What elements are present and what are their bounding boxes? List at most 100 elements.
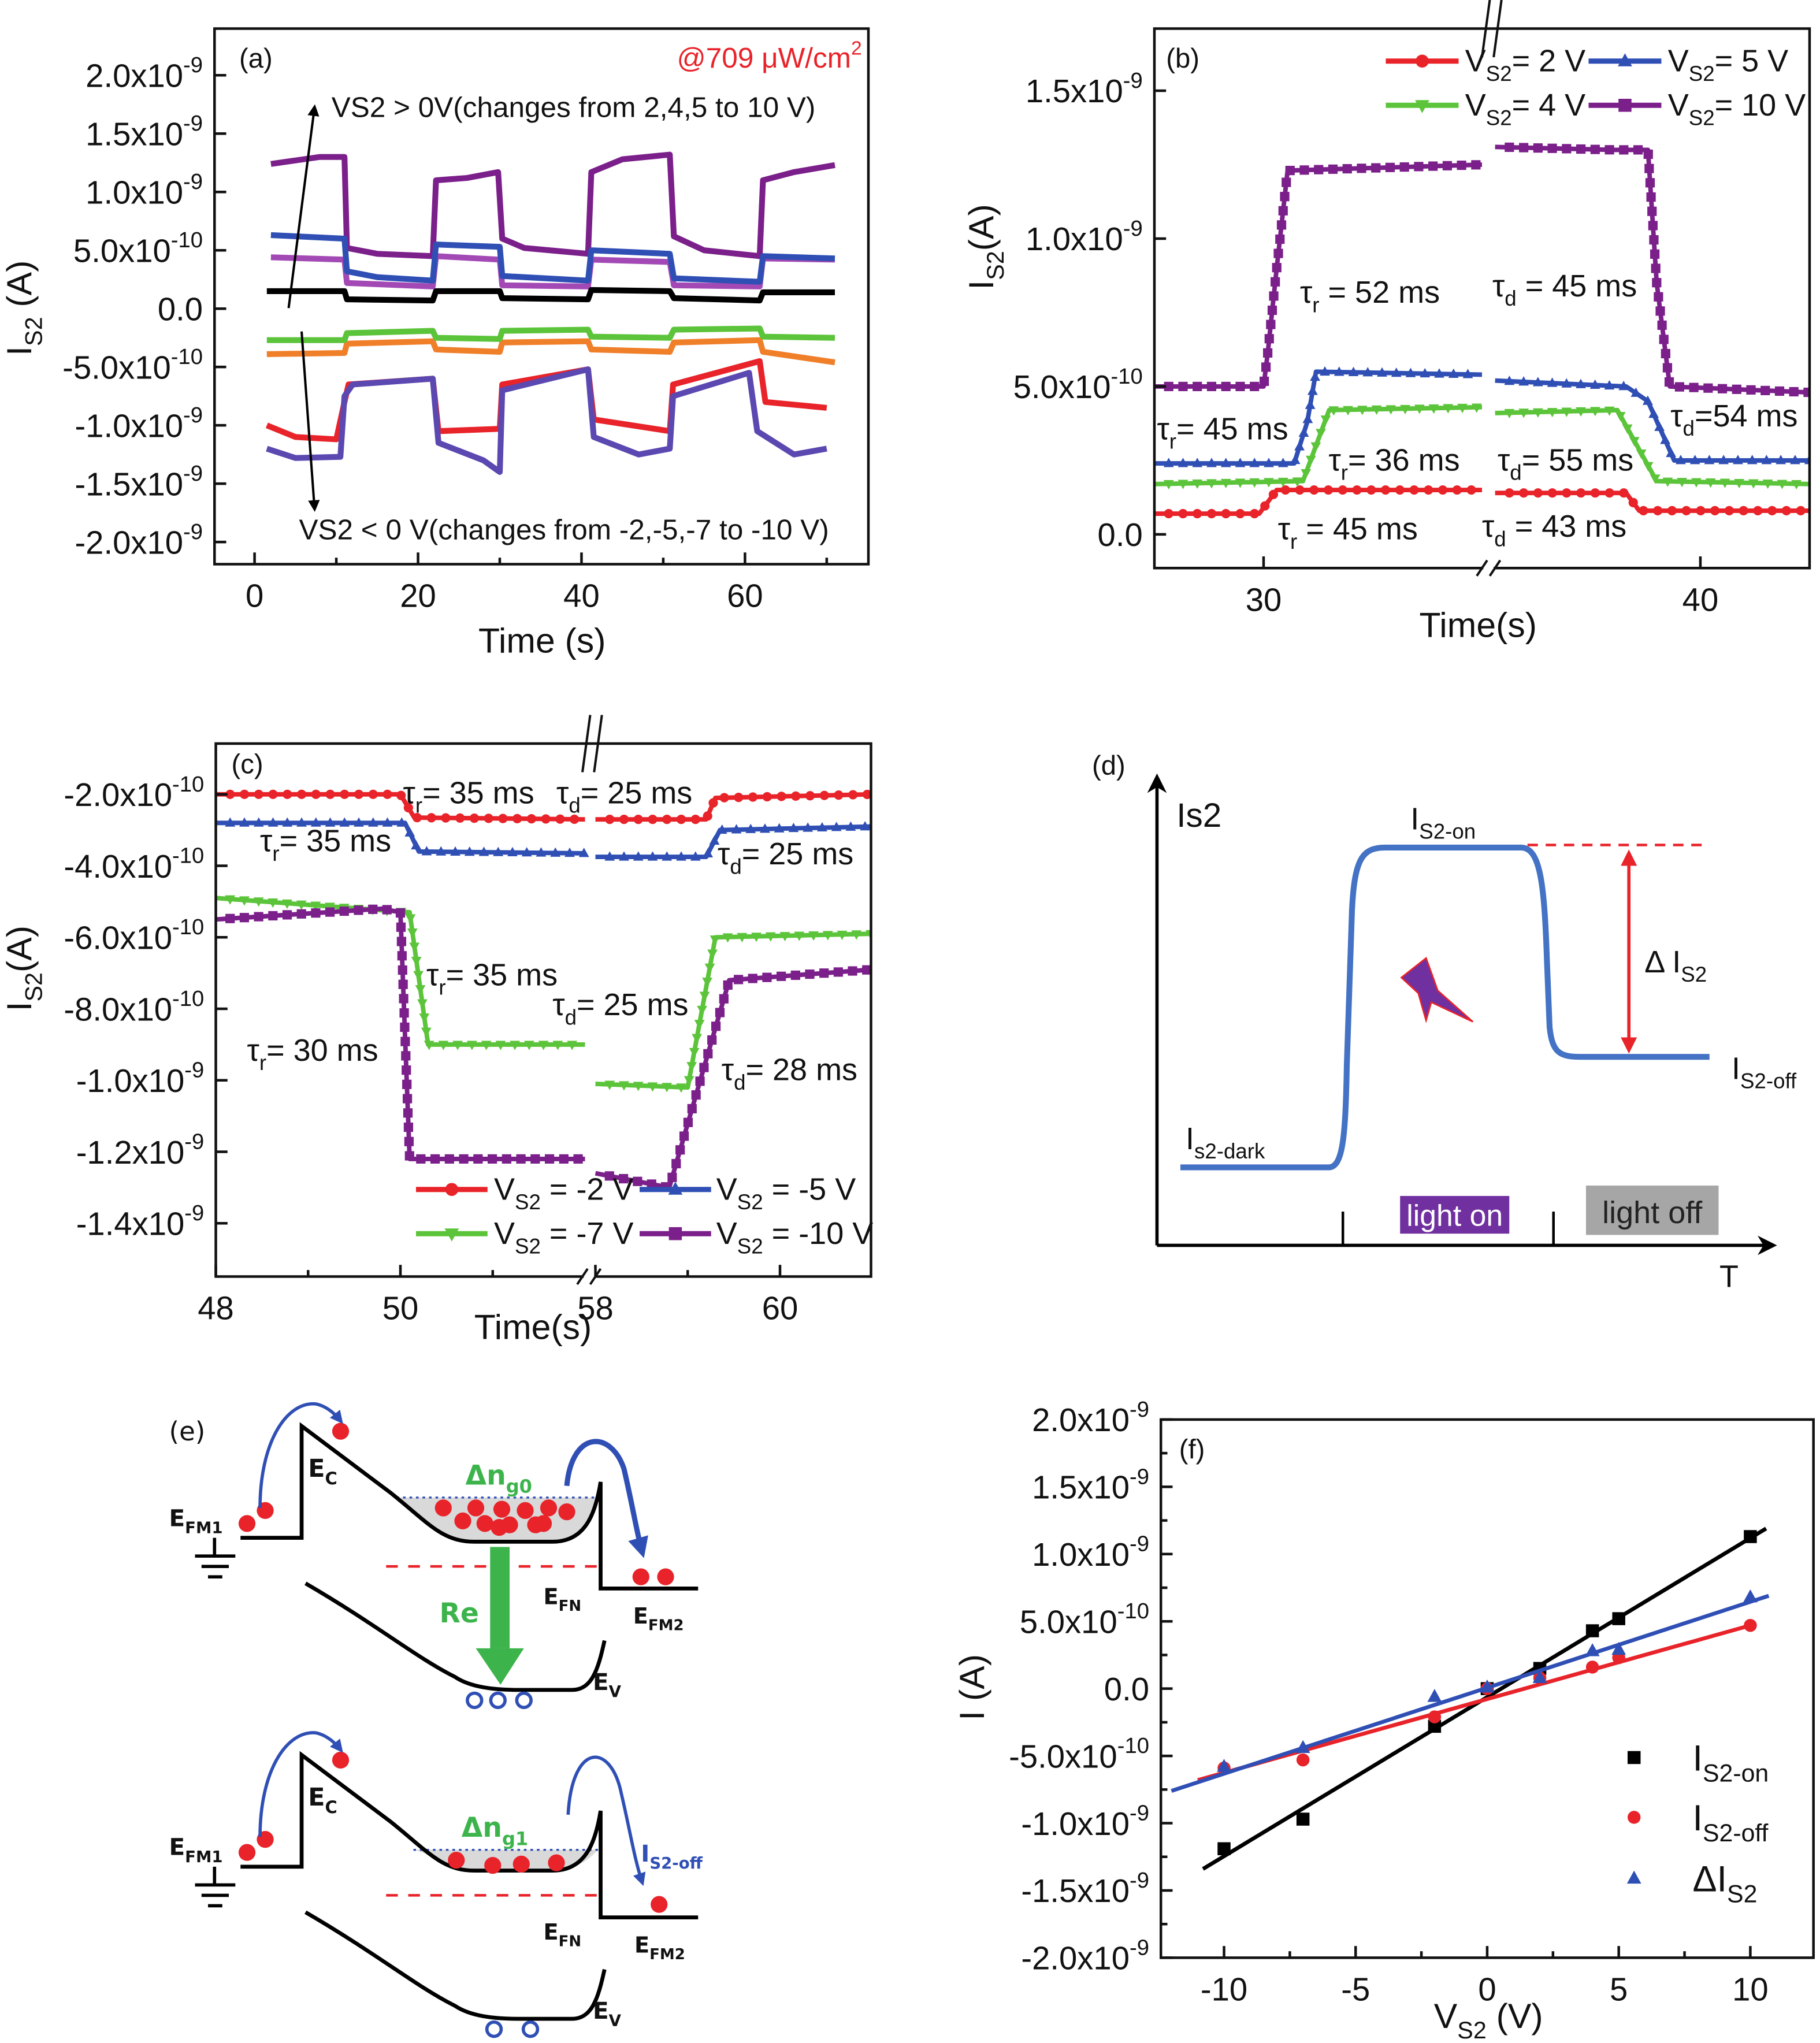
- series-marker: [604, 851, 615, 861]
- y-tick-label: 1.0x10-9: [86, 169, 203, 210]
- series-marker: [1380, 485, 1391, 495]
- label-part: E: [634, 1933, 649, 1958]
- label-part: d: [1683, 417, 1695, 440]
- series-marker: [507, 846, 518, 857]
- label-part: τ: [1157, 411, 1169, 446]
- series-marker: [719, 793, 729, 803]
- label-part: = 35 ms: [446, 957, 558, 992]
- label-part: 5.0x10: [1013, 369, 1111, 405]
- series-marker: [1371, 405, 1382, 415]
- label-part: -10: [172, 915, 204, 939]
- series-marker: [1504, 376, 1515, 385]
- label-part: (b): [1166, 43, 1199, 74]
- legend-label: VS2= 2 V: [1465, 44, 1585, 86]
- series-marker: [521, 847, 532, 857]
- series-marker: [524, 1041, 534, 1050]
- label-part: -9: [184, 1058, 204, 1083]
- series-marker: [1776, 455, 1786, 465]
- series-marker: [605, 815, 615, 824]
- series-marker: [1434, 368, 1444, 378]
- series-marker: [1547, 488, 1557, 498]
- label-part: = 30 ms: [266, 1033, 378, 1068]
- label-part: -9: [1130, 1800, 1149, 1825]
- data-point: [1427, 1689, 1442, 1702]
- series-line: [270, 151, 835, 259]
- series-marker: [1457, 160, 1466, 170]
- series-marker: [822, 931, 833, 941]
- series-marker: [1424, 485, 1433, 495]
- efm2-label: EFM2: [633, 1604, 684, 1634]
- series-marker: [354, 817, 364, 827]
- conduction-band: [240, 1422, 699, 1591]
- x-tick-label: 10: [1732, 1971, 1769, 2008]
- label-part: -9: [1123, 216, 1143, 241]
- label-part: T: [1719, 1259, 1739, 1294]
- series-marker: [398, 979, 408, 989]
- series-marker: [1739, 506, 1748, 516]
- label-part: d: [734, 1071, 745, 1094]
- series-marker: [1338, 485, 1347, 495]
- series-marker: [444, 1154, 454, 1164]
- fit-line: [1197, 1623, 1751, 1782]
- series-marker: [1629, 437, 1640, 447]
- label-part: τ: [247, 1033, 259, 1068]
- series-marker: [848, 790, 858, 800]
- series-marker: [403, 1108, 413, 1118]
- series-marker: [1696, 506, 1706, 516]
- label-part: V: [1668, 88, 1689, 122]
- series-marker: [676, 815, 686, 824]
- series-marker: [1533, 488, 1543, 498]
- label-part: (c): [232, 749, 263, 780]
- series-marker: [1328, 164, 1338, 174]
- series-marker: [1193, 508, 1202, 519]
- label-part: r: [1290, 530, 1297, 554]
- delta-ng1-label: Δng1: [462, 1812, 529, 1849]
- label-part: S2: [1727, 1881, 1757, 1908]
- series-marker: [1250, 508, 1260, 519]
- data-point: [1217, 1759, 1231, 1772]
- series-marker: [1590, 488, 1600, 498]
- hole-circle: [515, 1691, 533, 1710]
- series-marker: [633, 1082, 644, 1091]
- legend-marker: [1618, 53, 1632, 66]
- annotation: τd = 43 ms: [1482, 509, 1626, 551]
- series-marker: [225, 789, 235, 799]
- series-marker: [1282, 177, 1291, 187]
- data-point: [1428, 1719, 1442, 1733]
- series-marker: [415, 985, 426, 995]
- series-2: [270, 232, 835, 285]
- series-marker: [340, 789, 350, 799]
- legend-item: ΔIS2: [1626, 1859, 1757, 1908]
- label-part: -9: [183, 461, 203, 486]
- series-marker: [1652, 278, 1662, 288]
- label-part: S2: [1457, 2017, 1487, 2043]
- series-marker: [239, 896, 250, 906]
- series-marker: [704, 963, 715, 973]
- y-axis-label: IS2(A): [961, 204, 1009, 289]
- series-marker: [791, 791, 801, 801]
- annotation: VS2 > 0V(changes from 2,4,5 to 10 V): [332, 91, 816, 123]
- series-marker: [1316, 429, 1326, 439]
- y-tick-label: 2.0x10-9: [86, 53, 203, 94]
- series-marker: [1789, 387, 1799, 397]
- series-marker: [487, 1154, 497, 1164]
- series-marker: [570, 814, 580, 824]
- x-tick-label: 60: [727, 578, 763, 614]
- series-marker: [1362, 367, 1373, 377]
- y-tick-label: -1.5x10-9: [75, 461, 203, 502]
- legend-item: VS2= 4 V: [1386, 88, 1585, 129]
- label-part: d: [1505, 287, 1516, 310]
- label-part: = 4 V: [1512, 88, 1586, 122]
- series-marker: [1298, 427, 1309, 437]
- legend-label: ΔIS2: [1692, 1859, 1757, 1908]
- series-marker: [1562, 144, 1572, 154]
- series-marker: [1646, 192, 1656, 202]
- annotation: τd = 45 ms: [1492, 269, 1637, 310]
- label-part: τ: [426, 957, 439, 992]
- electron-dot: [657, 1568, 674, 1585]
- series-line: [1154, 488, 1482, 516]
- series-marker: [1442, 161, 1453, 170]
- light-off-box: [1585, 1185, 1719, 1235]
- label-part: VS2 > 0V(changes from 2,4,5 to 10 V): [332, 91, 816, 123]
- series-marker: [1628, 497, 1638, 507]
